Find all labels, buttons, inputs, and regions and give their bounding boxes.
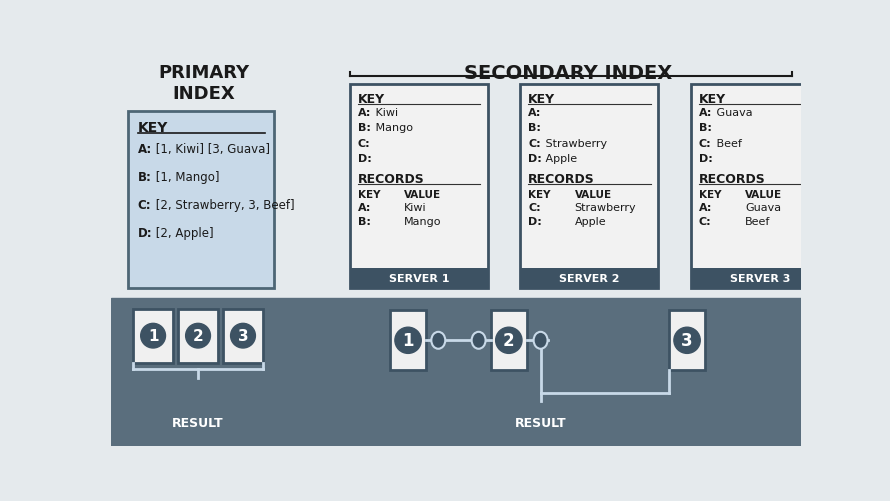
- Text: KEY: KEY: [528, 189, 551, 199]
- Bar: [178, 309, 218, 363]
- Bar: [691, 269, 829, 289]
- Text: RESULT: RESULT: [514, 416, 566, 429]
- Bar: [111, 298, 801, 446]
- Bar: [491, 311, 527, 371]
- Text: VALUE: VALUE: [575, 189, 611, 199]
- Ellipse shape: [472, 332, 486, 349]
- Text: Beef: Beef: [745, 217, 771, 227]
- Bar: [133, 309, 174, 363]
- Text: VALUE: VALUE: [745, 189, 782, 199]
- Text: C:: C:: [358, 138, 370, 148]
- Text: KEY: KEY: [138, 121, 168, 135]
- Bar: [222, 309, 263, 363]
- Text: C:: C:: [699, 217, 711, 227]
- Circle shape: [186, 324, 210, 348]
- Text: 2: 2: [192, 329, 204, 344]
- Text: A:: A:: [699, 108, 712, 118]
- Text: RECORDS: RECORDS: [528, 172, 595, 185]
- Text: [2, Strawberry, 3, Beef]: [2, Strawberry, 3, Beef]: [151, 198, 295, 211]
- Bar: [691, 85, 829, 289]
- Text: A:: A:: [358, 108, 371, 118]
- Text: KEY: KEY: [358, 92, 384, 105]
- Text: C:: C:: [138, 198, 151, 211]
- Text: KEY: KEY: [528, 92, 555, 105]
- Text: [2, Apple]: [2, Apple]: [151, 226, 214, 239]
- Text: 1: 1: [148, 329, 158, 344]
- Text: Strawberry: Strawberry: [575, 203, 636, 213]
- Text: D:: D:: [699, 154, 713, 164]
- Text: Kiwi: Kiwi: [372, 108, 398, 118]
- Circle shape: [395, 328, 421, 354]
- Bar: [390, 311, 426, 371]
- Text: SERVER 1: SERVER 1: [389, 274, 449, 284]
- Text: 3: 3: [681, 332, 693, 350]
- Circle shape: [141, 324, 166, 348]
- Text: RESULT: RESULT: [173, 416, 224, 429]
- Text: Guava: Guava: [745, 203, 781, 213]
- Text: KEY: KEY: [699, 92, 726, 105]
- Text: RECORDS: RECORDS: [699, 172, 765, 185]
- Text: [1, Mango]: [1, Mango]: [151, 171, 219, 184]
- Circle shape: [674, 328, 700, 354]
- Text: A:: A:: [138, 143, 152, 156]
- Text: C:: C:: [528, 203, 541, 213]
- Text: KEY: KEY: [699, 189, 721, 199]
- Bar: [350, 85, 488, 289]
- Bar: [521, 85, 659, 289]
- Bar: [350, 269, 488, 289]
- Bar: [521, 269, 659, 289]
- Text: Mango: Mango: [372, 123, 413, 133]
- Text: C:: C:: [528, 138, 541, 148]
- Text: D:: D:: [138, 226, 152, 239]
- Text: B:: B:: [358, 123, 370, 133]
- Text: D:: D:: [528, 217, 542, 227]
- Text: SECONDARY INDEX: SECONDARY INDEX: [465, 64, 673, 83]
- Text: Beef: Beef: [713, 138, 741, 148]
- Text: SERVER 3: SERVER 3: [730, 274, 790, 284]
- Text: Apple: Apple: [575, 217, 606, 227]
- Text: B:: B:: [528, 123, 541, 133]
- Bar: [669, 311, 705, 371]
- Text: 2: 2: [503, 332, 514, 350]
- Text: B:: B:: [138, 171, 151, 184]
- Text: A:: A:: [358, 203, 371, 213]
- Bar: [111, 60, 801, 298]
- Text: 3: 3: [238, 329, 248, 344]
- Bar: [128, 112, 274, 289]
- Text: C:: C:: [699, 138, 711, 148]
- Text: B:: B:: [699, 123, 712, 133]
- Text: A:: A:: [528, 108, 542, 118]
- Text: [1, Kiwi] [3, Guava]: [1, Kiwi] [3, Guava]: [151, 143, 270, 156]
- Text: 1: 1: [402, 332, 414, 350]
- Circle shape: [496, 328, 522, 354]
- Text: Mango: Mango: [404, 217, 441, 227]
- Text: RECORDS: RECORDS: [358, 172, 425, 185]
- Text: Kiwi: Kiwi: [404, 203, 427, 213]
- Ellipse shape: [534, 332, 547, 349]
- Ellipse shape: [432, 332, 445, 349]
- Text: D:: D:: [528, 154, 542, 164]
- Text: SERVER 2: SERVER 2: [559, 274, 619, 284]
- Text: A:: A:: [699, 203, 712, 213]
- Circle shape: [231, 324, 255, 348]
- Text: D:: D:: [358, 154, 371, 164]
- Text: Strawberry: Strawberry: [542, 138, 607, 148]
- Text: VALUE: VALUE: [404, 189, 441, 199]
- Text: Apple: Apple: [542, 154, 578, 164]
- Text: PRIMARY
INDEX: PRIMARY INDEX: [158, 64, 250, 103]
- Text: B:: B:: [358, 217, 370, 227]
- Text: Guava: Guava: [713, 108, 752, 118]
- Text: KEY: KEY: [358, 189, 380, 199]
